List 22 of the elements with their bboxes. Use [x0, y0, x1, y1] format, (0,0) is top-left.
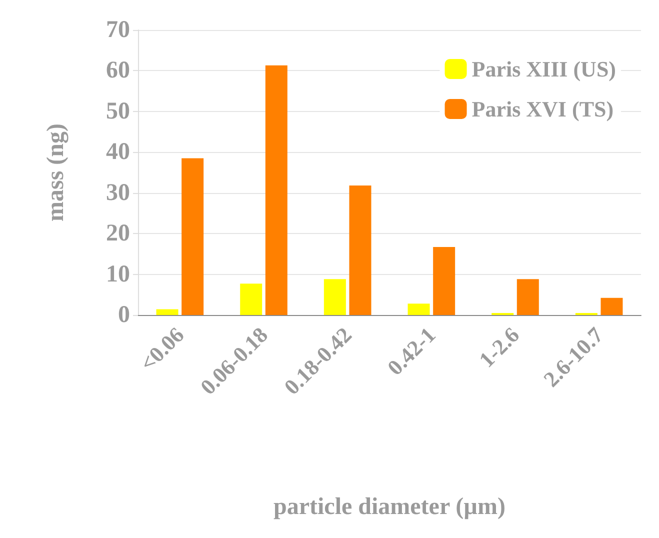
y-tick-label: 20	[106, 220, 130, 247]
y-tick-label: 70	[106, 17, 130, 43]
y-tick-label: 0	[118, 302, 130, 328]
bar	[156, 309, 178, 315]
bar	[265, 65, 288, 315]
bar	[433, 247, 456, 315]
bar	[324, 279, 346, 315]
y-axis-title: mass (ng)	[43, 123, 69, 222]
bar	[182, 158, 204, 315]
bar	[240, 284, 262, 315]
x-axis-title: particle diameter (µm)	[274, 494, 506, 520]
bar	[516, 279, 539, 315]
y-tick-label: 60	[106, 58, 130, 84]
legend-label: Paris XIII (US)	[472, 56, 616, 82]
bar	[349, 186, 372, 315]
y-tick-label: 10	[106, 261, 130, 288]
legend-label: Paris XVI (TS)	[472, 96, 614, 122]
y-tick-label: 50	[106, 98, 130, 124]
bar	[600, 298, 623, 315]
y-tick-label: 40	[106, 139, 130, 166]
y-tick-label: 30	[106, 180, 130, 206]
bar	[408, 304, 430, 315]
